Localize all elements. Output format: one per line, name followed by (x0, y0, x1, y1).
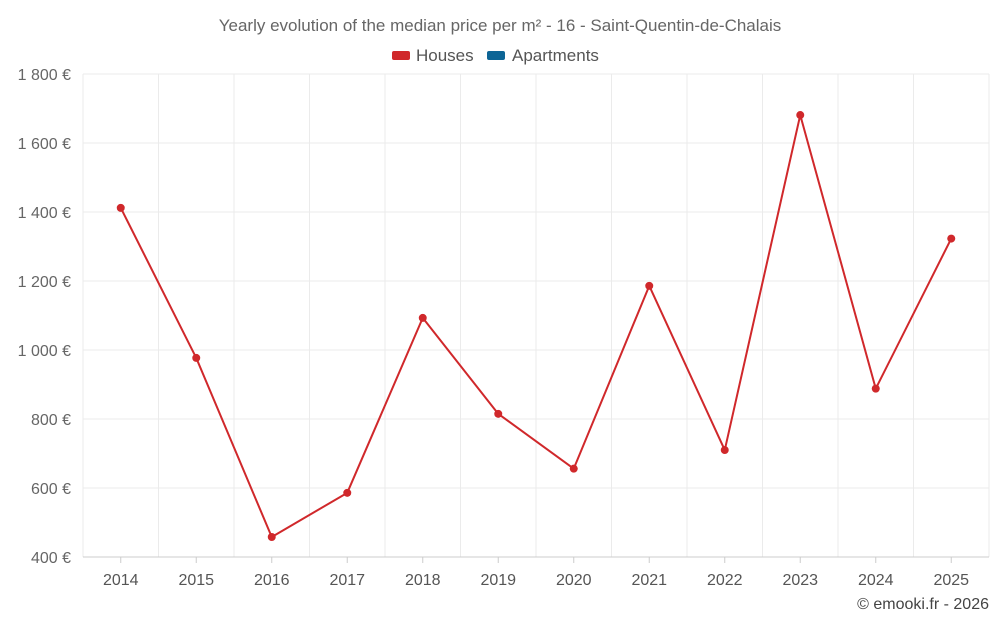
x-tick-label: 2016 (254, 572, 290, 589)
y-tick-label: 400 € (31, 550, 71, 567)
legend-houses-swatch (392, 51, 410, 60)
data-point-houses[interactable] (267, 532, 276, 541)
data-point-houses[interactable] (192, 353, 201, 362)
x-tick-label: 2014 (103, 572, 139, 589)
grid (82, 73, 990, 558)
legend-houses-label: Houses (416, 46, 474, 65)
data-point-houses[interactable] (645, 281, 654, 290)
x-tick-label: 2021 (631, 572, 667, 589)
legend-apartments-label: Apartments (512, 46, 599, 65)
data-point-houses[interactable] (418, 313, 427, 322)
y-axis: 400 € 600 € 800 € 1 000 € 1 200 € 1 400 € 1 60… (18, 67, 71, 567)
x-tick-label: 2025 (933, 572, 969, 589)
data-point-houses[interactable] (494, 409, 503, 418)
data-point-houses[interactable] (796, 111, 805, 120)
legend: Houses Apartments (392, 46, 599, 65)
y-tick-label: 1 200 € (18, 274, 71, 291)
legend-item-apartments[interactable]: Apartments (487, 46, 599, 65)
x-tick-label: 2017 (329, 572, 365, 589)
y-tick-label: 1 600 € (18, 136, 71, 153)
y-tick-label: 1 800 € (18, 67, 71, 84)
data-point-houses[interactable] (720, 446, 729, 455)
x-tick-label: 2018 (405, 572, 441, 589)
legend-apartments-swatch (487, 51, 505, 60)
x-tick-label: 2024 (858, 572, 894, 589)
chart-title: Yearly evolution of the median price per… (219, 16, 782, 35)
data-point-houses[interactable] (116, 203, 125, 212)
x-tick-label: 2015 (178, 572, 214, 589)
y-tick-label: 1 400 € (18, 205, 71, 222)
data-point-houses[interactable] (947, 234, 956, 243)
legend-item-houses[interactable]: Houses (392, 46, 474, 65)
data-point-houses[interactable] (569, 464, 578, 473)
plot-area (116, 111, 956, 541)
y-tick-label: 800 € (31, 412, 71, 429)
x-axis: 2014 2015 2016 2017 2018 2019 2020 2021 2022 2023… (83, 556, 989, 589)
y-tick-label: 1 000 € (18, 343, 71, 360)
data-point-houses[interactable] (343, 488, 352, 497)
y-tick-label: 600 € (31, 481, 71, 498)
x-tick-label: 2020 (556, 572, 592, 589)
credit-text: © emooki.fr - 2026 (857, 596, 989, 613)
x-tick-label: 2019 (480, 572, 516, 589)
data-point-houses[interactable] (871, 384, 880, 393)
series-line-houses (119, 114, 953, 538)
x-tick-label: 2022 (707, 572, 743, 589)
x-tick-label: 2023 (782, 572, 818, 589)
